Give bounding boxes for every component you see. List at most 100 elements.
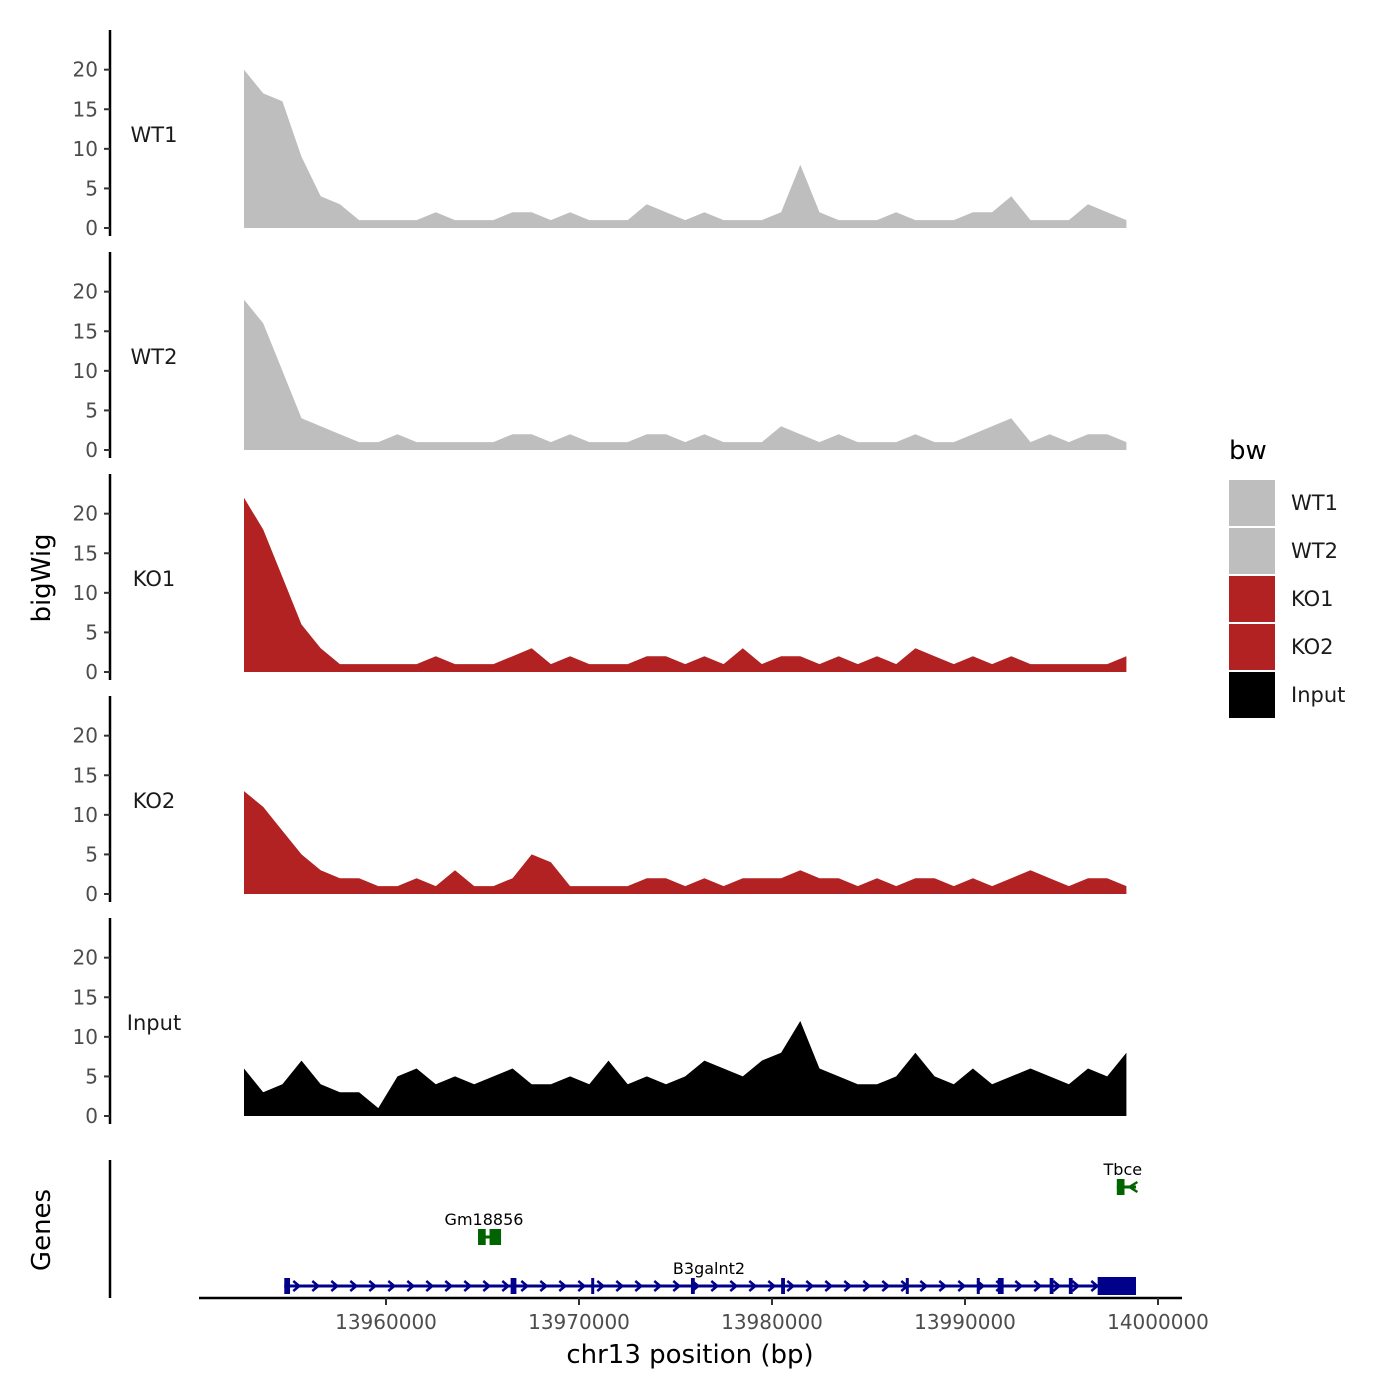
track-label-wt2: WT2 <box>131 345 178 369</box>
track-panel-wt2: 0 5 10 15 20 WT2 <box>73 252 1127 462</box>
exon-block <box>905 1278 909 1294</box>
legend-key-ko1 <box>1229 576 1275 622</box>
exon-block <box>478 1229 486 1245</box>
strand-chevron <box>672 1280 682 1292</box>
strand-chevron <box>292 1280 302 1292</box>
strand-chevron <box>653 1280 663 1292</box>
strand-chevron <box>805 1280 815 1292</box>
x-axis-title: chr13 position (bp) <box>566 1340 813 1370</box>
legend-key-input <box>1229 672 1275 718</box>
coverage-area-ko1 <box>244 497 1127 672</box>
strand-chevron <box>1090 1280 1100 1292</box>
gene-annotation-track: Gm18856 Tbce B3galnt2 <box>108 1160 1143 1298</box>
y-tick-label: 5 <box>85 1064 98 1088</box>
gene-b3galnt2: B3galnt2 <box>284 1259 1136 1295</box>
strand-chevron <box>349 1280 359 1292</box>
strand-chevron <box>539 1280 549 1292</box>
coverage-area-ko2 <box>244 791 1127 894</box>
y-tick-label: 20 <box>73 946 98 970</box>
strand-chevron <box>824 1280 834 1292</box>
legend-label-wt2: WT2 <box>1291 539 1338 563</box>
y-tick-label: 0 <box>85 660 98 684</box>
exon-block <box>690 1278 695 1294</box>
strand-chevron <box>558 1280 568 1292</box>
strand-chevron <box>1071 1280 1081 1292</box>
strand-chevron <box>938 1280 948 1292</box>
exon-block <box>1097 1277 1136 1295</box>
strand-chevron <box>1014 1280 1024 1292</box>
coverage-tracks: 0 5 10 15 20 WT1 0 5 10 15 20 WT2 0 5 10 15 20 KO1 0 5 10 15 2… <box>73 30 1127 1128</box>
y-axis-title: bigWig <box>27 533 57 622</box>
gene-gm18856: Gm18856 <box>445 1210 524 1245</box>
legend-key-wt1 <box>1229 480 1275 526</box>
exon-block <box>489 1229 502 1245</box>
legend-label-ko2: KO2 <box>1291 635 1334 659</box>
y-tick-label: 5 <box>85 620 98 644</box>
exon-block <box>1049 1278 1054 1294</box>
gene-label-tbce: Tbce <box>1103 1160 1143 1179</box>
genes-axis-title: Genes <box>27 1189 57 1271</box>
y-tick-label: 15 <box>73 97 98 121</box>
y-tick-label: 5 <box>85 842 98 866</box>
exon-block <box>781 1278 785 1294</box>
strand-chevron <box>387 1280 397 1292</box>
y-tick-label: 0 <box>85 438 98 462</box>
strand-chevron <box>330 1280 340 1292</box>
strand-chevron <box>596 1280 606 1292</box>
strand-chevron <box>1127 1180 1139 1194</box>
coverage-area-wt2 <box>244 299 1127 450</box>
track-label-input: Input <box>127 1011 181 1035</box>
x-axis: 13960000 13970000 13980000 13990000 14000000 <box>199 1296 1209 1334</box>
y-tick-label: 10 <box>73 1025 98 1049</box>
strand-chevron <box>425 1280 435 1292</box>
strand-chevron <box>919 1280 929 1292</box>
strand-chevron <box>444 1280 454 1292</box>
strand-chevron <box>311 1280 321 1292</box>
strand-chevron <box>615 1280 625 1292</box>
y-tick-label: 0 <box>85 882 98 906</box>
exon-block <box>976 1278 980 1294</box>
strand-chevron <box>748 1280 758 1292</box>
y-tick-label: 5 <box>85 176 98 200</box>
gene-tbce: Tbce <box>1103 1160 1143 1195</box>
coverage-area-input <box>244 1021 1127 1116</box>
strand-chevron <box>520 1280 530 1292</box>
strand-chevron <box>957 1280 967 1292</box>
track-panel-wt1: 0 5 10 15 20 WT1 <box>73 30 1127 240</box>
x-tick-label: 13980000 <box>721 1310 823 1334</box>
strand-chevron <box>463 1280 473 1292</box>
strand-chevron <box>634 1280 644 1292</box>
strand-chevron <box>729 1280 739 1292</box>
y-tick-label: 20 <box>73 280 98 304</box>
legend-key-ko2 <box>1229 624 1275 670</box>
track-panel-ko2: 0 5 10 15 20 KO2 <box>73 696 1127 906</box>
y-tick-label: 20 <box>73 724 98 748</box>
strand-chevron <box>368 1280 378 1292</box>
y-tick-label: 20 <box>73 58 98 82</box>
strand-chevron <box>881 1280 891 1292</box>
strand-chevron <box>843 1280 853 1292</box>
strand-chevron <box>577 1280 587 1292</box>
exon-block <box>510 1278 517 1294</box>
y-tick-label: 10 <box>73 581 98 605</box>
y-tick-label: 15 <box>73 985 98 1009</box>
strand-chevron <box>406 1280 416 1292</box>
x-tick-label: 13970000 <box>528 1310 630 1334</box>
y-tick-label: 10 <box>73 137 98 161</box>
gene-label-gm18856: Gm18856 <box>445 1210 524 1229</box>
strand-chevron <box>1052 1280 1062 1292</box>
coverage-area-wt1 <box>244 69 1127 228</box>
x-tick-label: 14000000 <box>1107 1310 1209 1334</box>
legend-label-ko1: KO1 <box>1291 587 1334 611</box>
y-tick-label: 10 <box>73 359 98 383</box>
x-tick-label: 13960000 <box>335 1310 437 1334</box>
y-tick-label: 20 <box>73 502 98 526</box>
exon-block <box>1116 1179 1125 1195</box>
legend-title: bw <box>1229 436 1267 466</box>
y-tick-label: 0 <box>85 1104 98 1128</box>
legend: bw WT1 WT2 KO1 KO2 Input <box>1229 436 1345 718</box>
exon-block <box>1068 1278 1073 1294</box>
legend-label-input: Input <box>1291 683 1345 707</box>
strand-chevron <box>501 1280 511 1292</box>
y-tick-label: 15 <box>73 319 98 343</box>
